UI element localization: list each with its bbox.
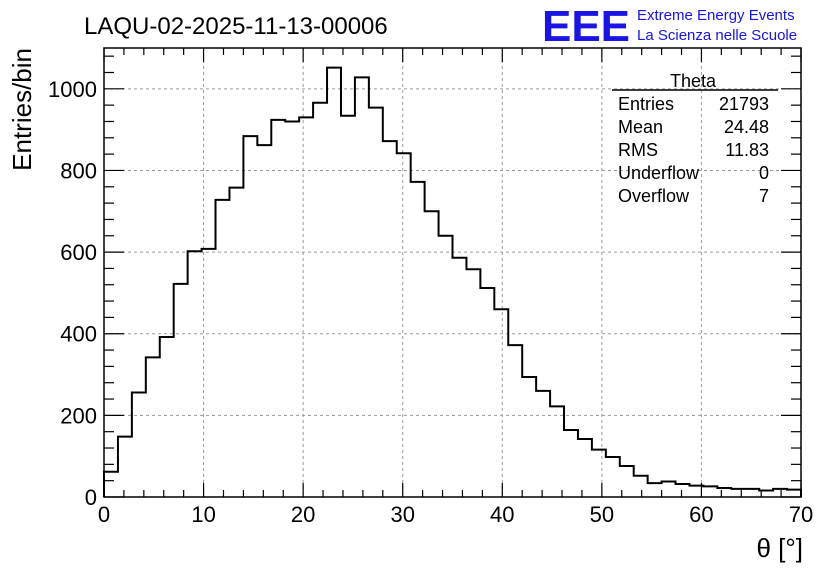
histogram-bin [703, 486, 717, 497]
axis-ticks [103, 48, 802, 498]
x-tick-label: 30 [390, 502, 414, 527]
y-tick-label: 800 [60, 158, 97, 183]
histogram-bin [662, 481, 676, 497]
histogram-bin [606, 457, 620, 497]
x-tick-label: 0 [98, 502, 110, 527]
y-tick-label: 200 [60, 403, 97, 428]
histogram-bin [536, 391, 550, 497]
y-axis-title: Entries/bin [7, 48, 37, 171]
histogram-outline [103, 66, 802, 497]
histogram-bin [745, 489, 759, 497]
stats-value: 11.83 [725, 140, 769, 160]
histogram-bin [369, 108, 383, 497]
histogram-bin [188, 251, 202, 497]
histogram-bin [787, 490, 801, 497]
stats-label: Overflow [618, 186, 690, 206]
histogram-bin [480, 288, 494, 497]
x-axis-title: θ [°] [756, 533, 803, 563]
stats-value: 21793 [719, 94, 769, 114]
x-tick-label: 50 [590, 502, 614, 527]
histogram-bin [773, 489, 787, 497]
x-tick-label: 20 [291, 502, 315, 527]
y-tick-label: 1000 [48, 77, 97, 102]
histogram-bin [648, 483, 662, 497]
histogram-bin [550, 406, 564, 497]
histogram-bin [439, 236, 453, 497]
histogram-bin [717, 488, 731, 497]
histogram-bin [146, 357, 160, 497]
histogram-bin [257, 145, 271, 497]
x-tick-label: 60 [689, 502, 713, 527]
logo-mark: EEE [542, 2, 630, 51]
histogram-bin [118, 437, 132, 497]
histogram-bin [634, 476, 648, 497]
histogram-bin [341, 116, 355, 497]
histogram-bin [494, 309, 508, 497]
histogram-bin [592, 450, 606, 497]
histogram-bin [397, 153, 411, 497]
y-tick-label: 400 [60, 322, 97, 347]
stats-value: 0 [759, 163, 769, 183]
histogram-bin [508, 345, 522, 497]
x-tick-label: 10 [191, 502, 215, 527]
histogram-bin [202, 249, 216, 497]
y-tick-label: 0 [85, 485, 97, 510]
histogram-bin [466, 269, 480, 497]
histogram-bin [313, 103, 327, 497]
stats-title: Theta [670, 71, 717, 91]
stats-value: 24.48 [724, 117, 769, 137]
stats-label: Entries [618, 94, 674, 114]
histogram-bin [564, 430, 578, 497]
stats-value: 7 [759, 186, 769, 206]
stats-box: Theta Entries 21793 Mean 24.48 RMS 11.83 Under… [612, 71, 778, 206]
histogram-bin [453, 258, 467, 497]
histogram-bin [132, 393, 146, 497]
x-tick-label: 40 [490, 502, 514, 527]
histogram-bins [104, 68, 801, 497]
eee-logo: EEE Extreme Energy Events La Scienza nel… [542, 2, 797, 51]
histogram-bin [299, 117, 313, 497]
histogram-bin [271, 120, 285, 497]
histogram-bin [174, 284, 188, 497]
histogram-bin [355, 77, 369, 497]
histogram-bin [243, 136, 257, 497]
chart-title: LAQU-02-2025-11-13-00006 [84, 13, 388, 40]
stats-label: RMS [618, 140, 658, 160]
histogram-bin [522, 377, 536, 497]
plot-frame [103, 47, 802, 498]
histogram-bin [411, 182, 425, 497]
histogram-bin [731, 489, 745, 497]
histogram-bin [578, 439, 592, 497]
grid [104, 48, 801, 497]
histogram-bin [425, 211, 439, 497]
y-tick-labels: 0 200 400 600 800 1000 [48, 77, 97, 510]
histogram-bin [383, 141, 397, 497]
y-tick-label: 600 [60, 240, 97, 265]
histogram-bin [216, 200, 230, 497]
stats-label: Underflow [618, 163, 700, 183]
x-tick-labels: 0 10 20 30 40 50 60 70 [98, 502, 813, 527]
histogram-bin [229, 188, 243, 497]
histogram-bin [327, 68, 341, 497]
x-tick-label: 70 [789, 502, 813, 527]
histogram-bin [676, 484, 690, 497]
logo-line-2: La Scienza nelle Scuole [637, 27, 797, 44]
histogram-bin [160, 337, 174, 497]
histogram-bin [104, 472, 118, 497]
stats-label: Mean [618, 117, 663, 137]
logo-line-1: Extreme Energy Events [637, 7, 795, 24]
histogram-bin [285, 121, 299, 497]
